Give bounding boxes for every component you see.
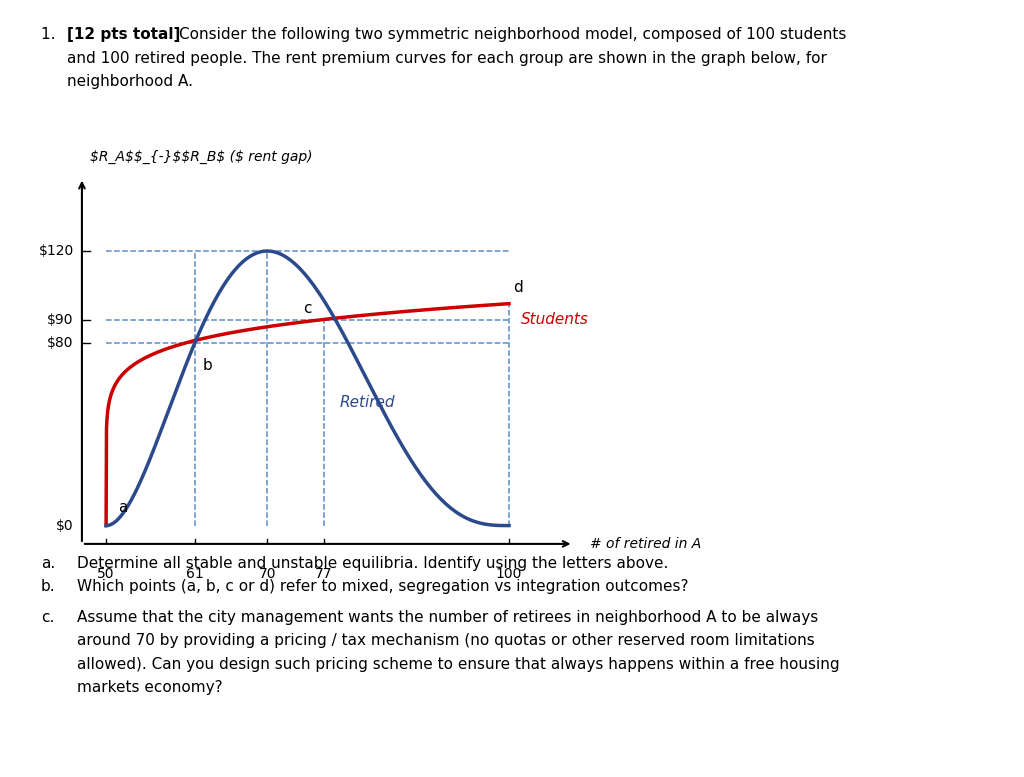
Text: Determine all stable and unstable equilibria. Identify using the letters above.: Determine all stable and unstable equili… bbox=[77, 556, 669, 570]
Text: $0: $0 bbox=[56, 518, 74, 532]
Text: b: b bbox=[203, 358, 213, 373]
Text: 70: 70 bbox=[258, 566, 276, 580]
Text: b.: b. bbox=[41, 579, 55, 594]
Text: a.: a. bbox=[41, 556, 55, 570]
Text: 100: 100 bbox=[496, 566, 522, 580]
Text: 50: 50 bbox=[97, 566, 115, 580]
Text: # of retired in A: # of retired in A bbox=[590, 537, 700, 551]
Text: d: d bbox=[513, 280, 523, 295]
Text: Consider the following two symmetric neighborhood model, composed of 100 student: Consider the following two symmetric nei… bbox=[179, 27, 847, 42]
Text: $90: $90 bbox=[47, 312, 74, 326]
Text: markets economy?: markets economy? bbox=[77, 680, 222, 695]
Text: $80: $80 bbox=[47, 336, 74, 350]
Text: Students: Students bbox=[521, 312, 589, 327]
Text: Assume that the city management wants the number of retirees in neighborhood A t: Assume that the city management wants th… bbox=[77, 610, 818, 625]
Text: Which points (a, b, c or d) refer to mixed, segregation vs integration outcomes?: Which points (a, b, c or d) refer to mix… bbox=[77, 579, 688, 594]
Text: 77: 77 bbox=[315, 566, 333, 580]
Text: 1.: 1. bbox=[41, 27, 66, 42]
Text: $120: $120 bbox=[39, 244, 74, 258]
Text: neighborhood A.: neighborhood A. bbox=[67, 74, 193, 89]
Text: and 100 retired people. The rent premium curves for each group are shown in the : and 100 retired people. The rent premium… bbox=[67, 51, 826, 65]
Text: allowed). Can you design such pricing scheme to ensure that always happens withi: allowed). Can you design such pricing sc… bbox=[77, 657, 840, 671]
Text: a: a bbox=[118, 500, 128, 515]
Text: $R_A$$_{-}$$R_B$ ($ rent gap): $R_A$$_{-}$$R_B$ ($ rent gap) bbox=[90, 150, 312, 164]
Text: c.: c. bbox=[41, 610, 54, 625]
Text: c: c bbox=[303, 301, 312, 315]
Text: [12 pts total]: [12 pts total] bbox=[67, 27, 180, 42]
Text: 61: 61 bbox=[185, 566, 204, 580]
Text: around 70 by providing a pricing / tax mechanism (no quotas or other reserved ro: around 70 by providing a pricing / tax m… bbox=[77, 633, 814, 648]
Text: Retired: Retired bbox=[340, 395, 395, 409]
